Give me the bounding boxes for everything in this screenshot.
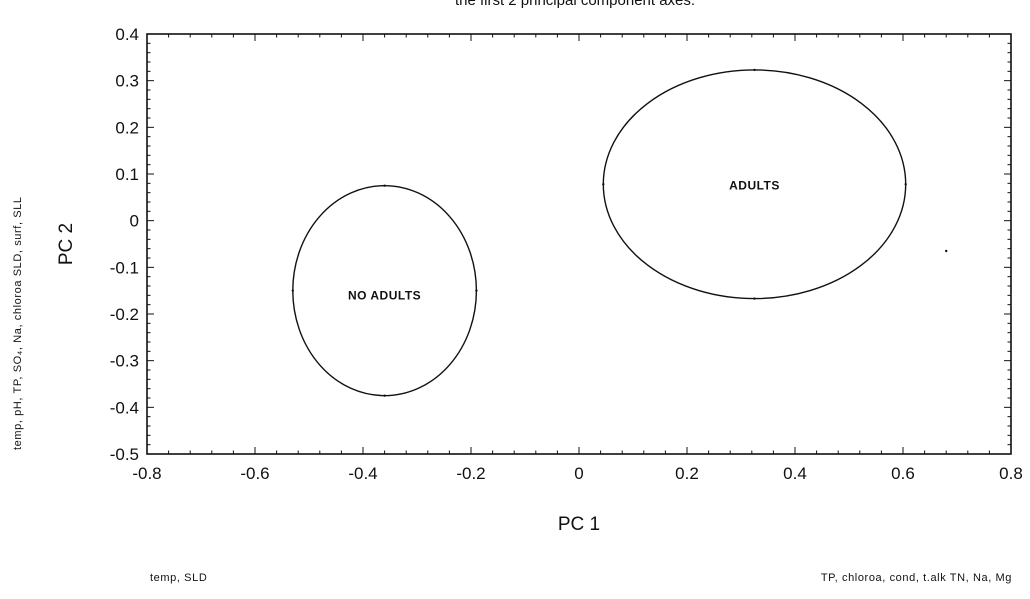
y-axis-title: PC 2 bbox=[56, 223, 77, 265]
x-tick-label: 0.2 bbox=[675, 464, 699, 483]
x-tick-label: 0 bbox=[574, 464, 583, 483]
y-axis-ticks: 0.4 0.3 0.2 0.1 0 -0.1 -0.2 -0.3 -0.4 -0.5 bbox=[110, 25, 1011, 464]
x-tick-label: -0.4 bbox=[348, 464, 377, 483]
x-tick-label: 0.4 bbox=[783, 464, 807, 483]
y-tick-label: 0.3 bbox=[115, 72, 139, 91]
x-axis-title: PC 1 bbox=[558, 514, 600, 535]
adults-label: ADULTS bbox=[729, 179, 780, 193]
no-adults-ellipse-point bbox=[383, 184, 386, 187]
plot-frame bbox=[146, 33, 1012, 455]
y-tick-label: -0.5 bbox=[110, 445, 139, 464]
no-adults-ellipse-point bbox=[291, 289, 294, 292]
y-tick-label: -0.2 bbox=[110, 305, 139, 324]
bottom-left-variable-annotation: temp, SLD bbox=[150, 572, 207, 584]
x-tick-label: 0.8 bbox=[999, 464, 1023, 483]
y-tick-label: 0 bbox=[130, 212, 139, 231]
y-tick-label: -0.1 bbox=[110, 258, 139, 277]
adults-ellipse-point bbox=[602, 183, 605, 186]
adults-ellipse-point bbox=[753, 297, 756, 300]
bottom-right-variable-annotation: TP, chloroa, cond, t.alk TN, Na, Mg bbox=[821, 572, 1012, 584]
stray-point bbox=[945, 249, 948, 253]
y-tick-label: -0.4 bbox=[110, 398, 139, 417]
chart-marks: NO ADULTS ADULTS bbox=[291, 68, 948, 397]
x-axis-ticks: -0.8 -0.6 -0.4 -0.2 0 0.2 0.4 0.6 0.8 bbox=[132, 34, 1023, 483]
x-tick-label: -0.2 bbox=[456, 464, 485, 483]
left-variable-annotation: temp, pH, TP, SO₄, Na, chloroa SLD, surf… bbox=[12, 196, 24, 450]
adults-ellipse-point bbox=[753, 68, 756, 72]
no-adults-label: NO ADULTS bbox=[348, 288, 421, 302]
x-tick-label: -0.8 bbox=[132, 464, 161, 483]
y-tick-label: 0.2 bbox=[115, 118, 139, 137]
no-adults-ellipse-point bbox=[383, 394, 386, 397]
adults-ellipse-point bbox=[904, 183, 907, 186]
y-tick-label: 0.1 bbox=[115, 165, 139, 184]
x-tick-label: 0.6 bbox=[891, 464, 915, 483]
x-tick-label: -0.6 bbox=[240, 464, 269, 483]
chart-title: the first 2 principal component axes. bbox=[455, 0, 695, 9]
y-tick-label: -0.3 bbox=[110, 352, 139, 371]
no-adults-ellipse-point bbox=[475, 289, 478, 292]
y-tick-label: 0.4 bbox=[115, 25, 139, 44]
